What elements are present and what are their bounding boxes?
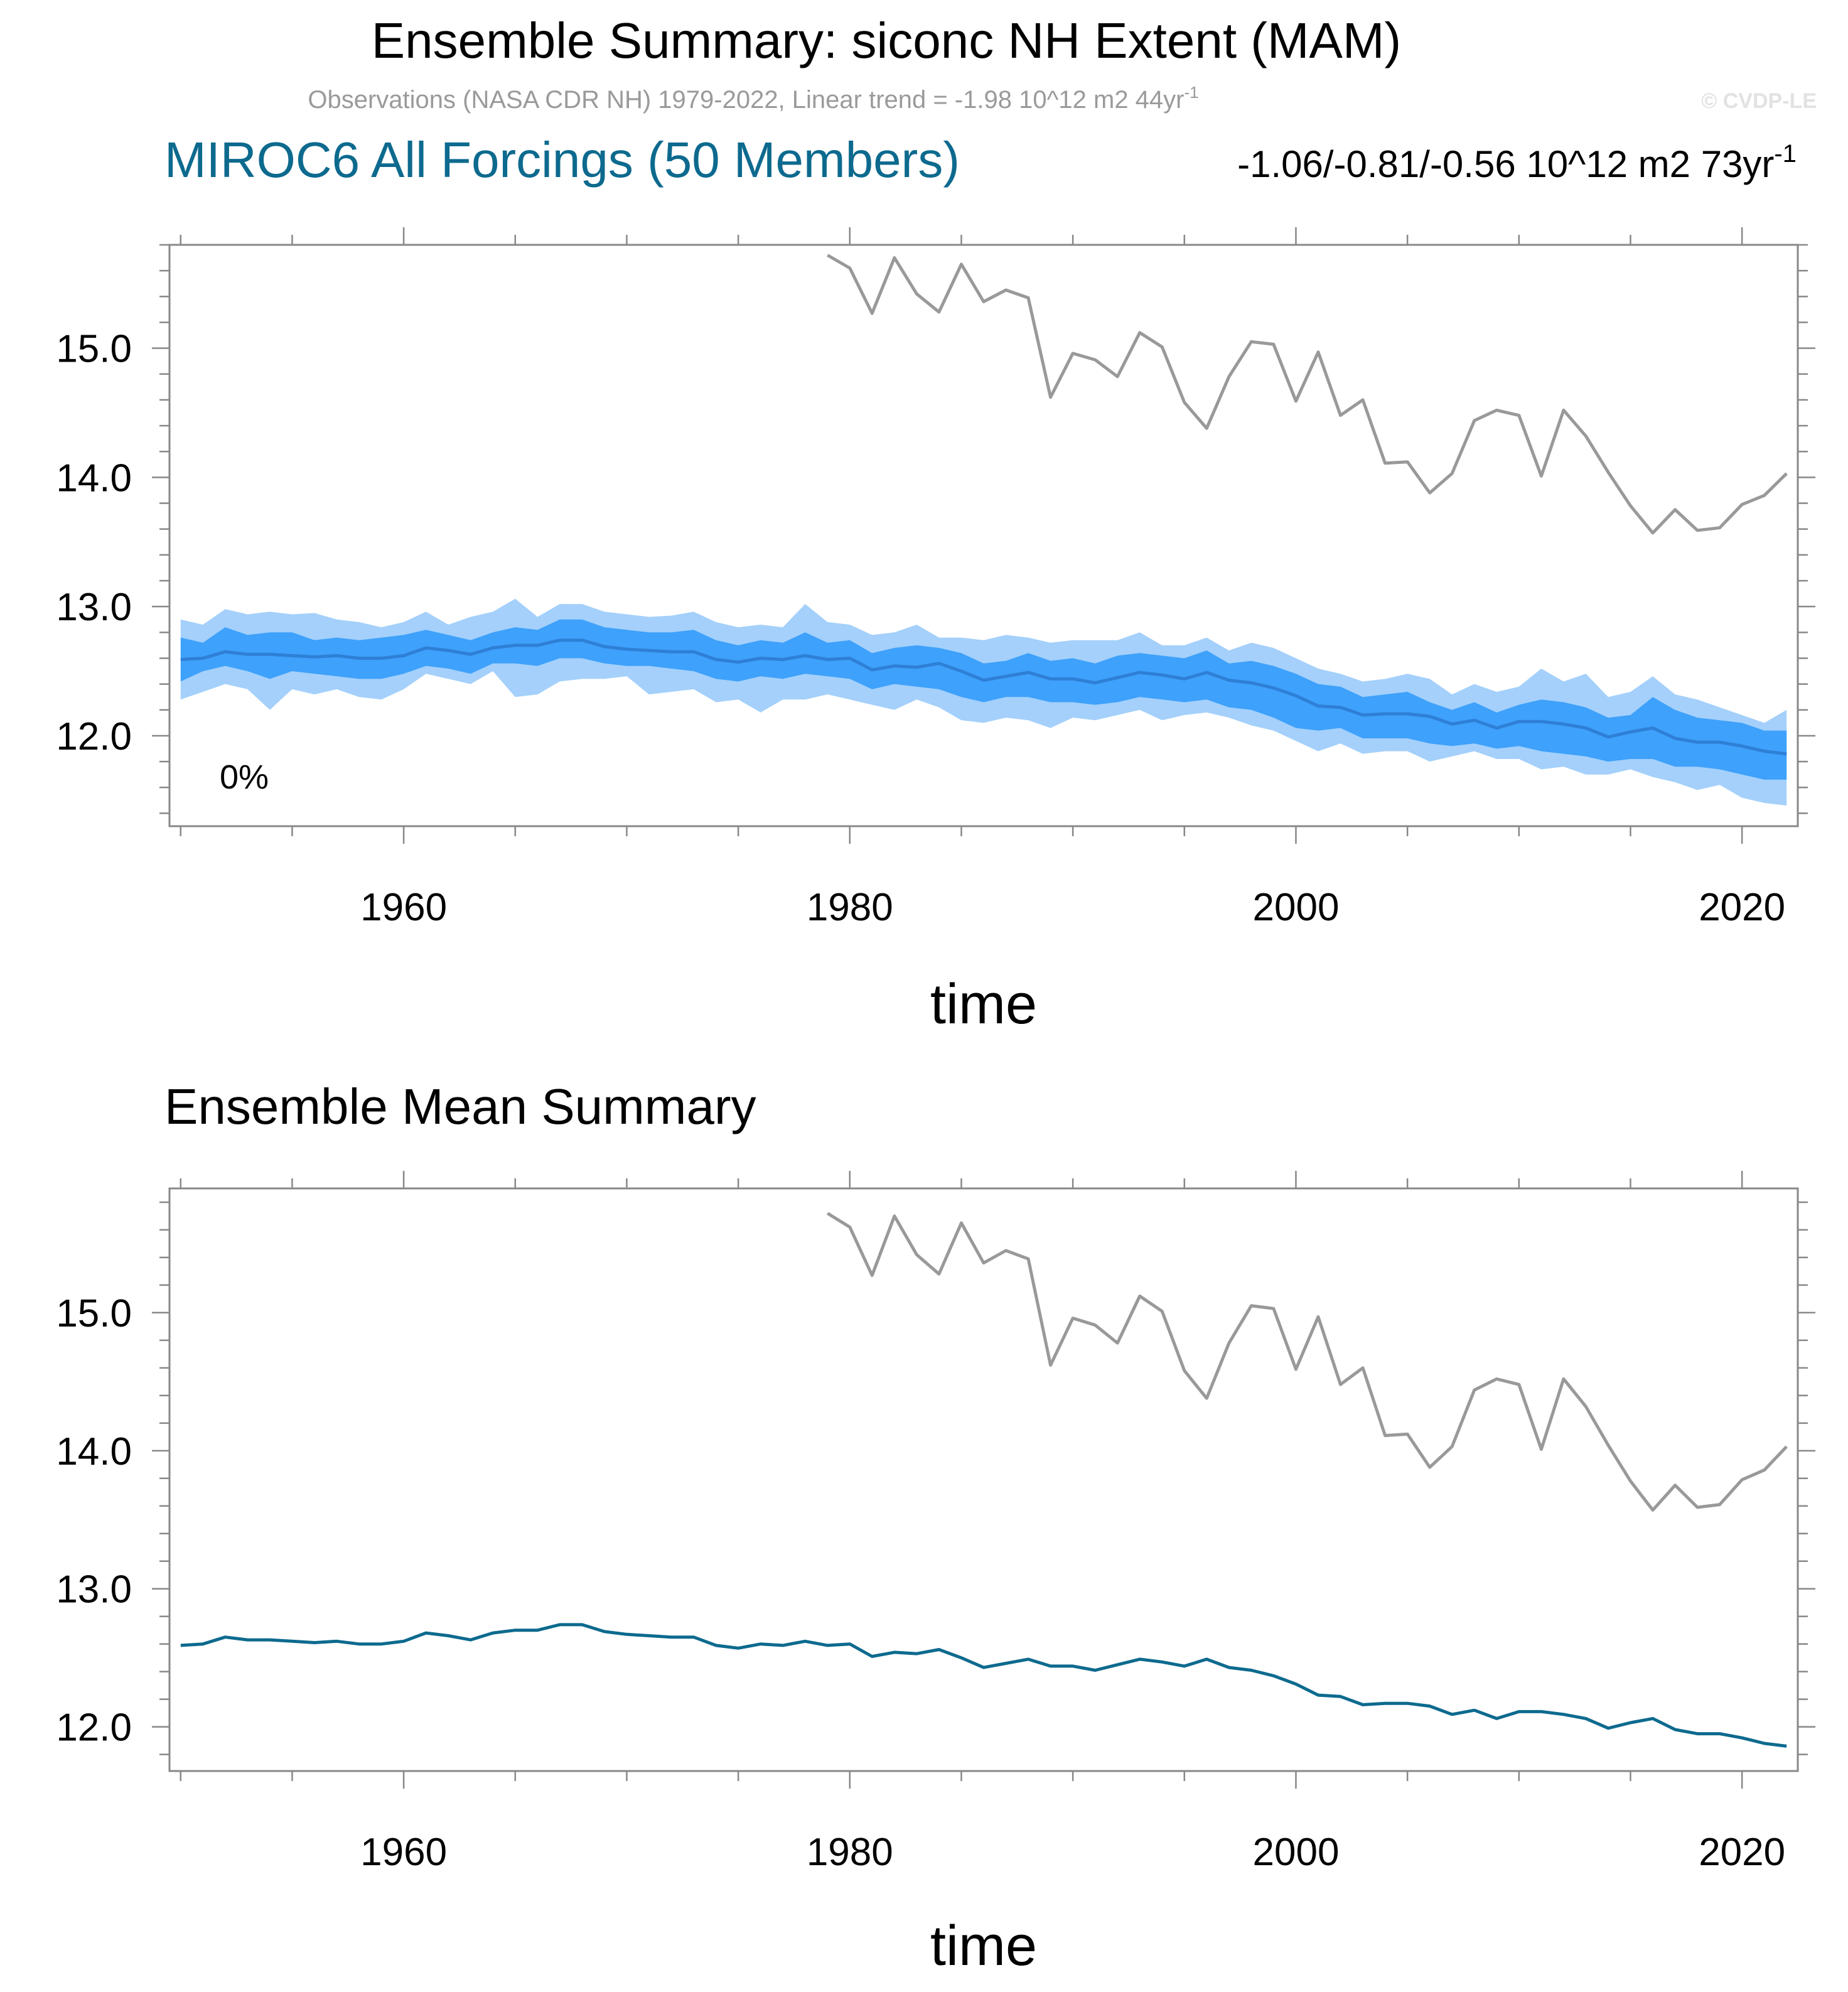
y-tick-label: 12.0	[56, 1706, 132, 1750]
copyright-label: © CVDP-LE	[1701, 89, 1817, 113]
trend-range-label: -1.06/-0.81/-0.56 10^12 m2 73yr-1	[1237, 140, 1797, 185]
axis-ticks	[152, 227, 1815, 844]
ensemble-summary-panel: 12.0 13.0 14.0 15.0 1960 1980 2000 2020 0% tim…	[56, 227, 1815, 1036]
observations-line	[826, 1212, 1788, 1512]
ensemble-mean-summary-panel: 12.0 13.0 14.0 15.0 1960 1980 2000 2020 time	[56, 1171, 1815, 1978]
percent-label: 0%	[220, 758, 269, 796]
x-tick-labels: 1960 1980 2000 2020	[360, 886, 1785, 929]
observations-caption-exponent: -1	[1185, 83, 1199, 102]
y-tick-label: 15.0	[56, 328, 132, 371]
ensemble-mean-line	[180, 638, 1787, 756]
y-tick-label: 14.0	[56, 1430, 132, 1473]
y-tick-label: 13.0	[56, 586, 132, 629]
x-tick-label: 1980	[807, 1831, 893, 1874]
x-axis-label: time	[930, 1915, 1037, 1978]
observations-line	[827, 254, 1788, 535]
y-tick-label: 13.0	[56, 1568, 132, 1612]
y-tick-label: 12.0	[56, 715, 132, 758]
observations-caption: Observations (NASA CDR NH) 1979-2022, Li…	[308, 83, 1198, 114]
y-tick-labels: 12.0 13.0 14.0 15.0	[56, 1292, 132, 1750]
model-label: MIROC6 All Forcings (50 Members)	[164, 132, 960, 188]
x-tick-label: 1980	[807, 886, 893, 929]
plot-frame	[168, 1187, 1799, 1772]
y-tick-labels: 12.0 13.0 14.0 15.0	[56, 328, 132, 758]
x-tick-label: 2020	[1699, 886, 1785, 929]
ensemble-percentile-band	[180, 619, 1787, 780]
plot-frame	[168, 244, 1799, 827]
figure-title: Ensemble Summary: siconc NH Extent (MAM)	[372, 13, 1401, 68]
y-tick-label: 14.0	[56, 456, 132, 500]
x-tick-label: 1960	[360, 886, 447, 929]
axis-ticks	[152, 1171, 1815, 1789]
ensemble-mean-line	[180, 1623, 1787, 1748]
x-tick-label: 2000	[1253, 886, 1340, 929]
x-tick-labels: 1960 1980 2000 2020	[360, 1831, 1785, 1874]
x-tick-label: 2020	[1699, 1831, 1785, 1874]
x-tick-label: 2000	[1253, 1831, 1340, 1874]
x-tick-label: 1960	[360, 1831, 447, 1874]
x-axis-label: time	[930, 973, 1037, 1036]
trend-range-exponent: -1	[1774, 140, 1797, 168]
y-tick-label: 15.0	[56, 1292, 132, 1335]
panel2-title: Ensemble Mean Summary	[164, 1079, 756, 1134]
